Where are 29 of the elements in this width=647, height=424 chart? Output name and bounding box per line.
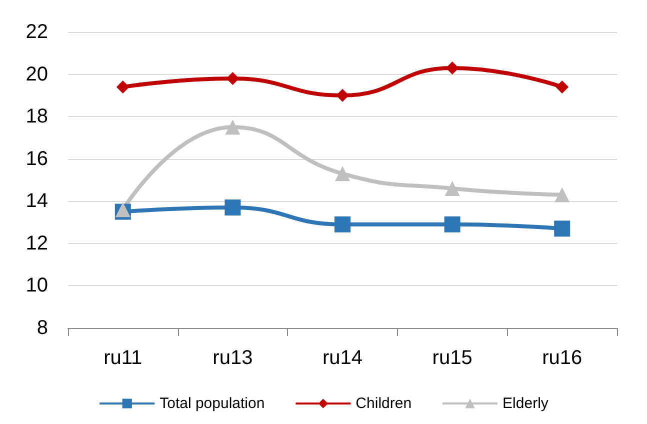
x-tick-label: ru13 — [212, 347, 253, 369]
y-tick-label: 22 — [26, 21, 48, 43]
y-tick-label: 16 — [26, 148, 48, 170]
x-tick-label: ru14 — [322, 347, 363, 369]
point — [444, 216, 460, 232]
x-tick-label: ru15 — [432, 347, 472, 369]
legend-label: Elderly — [502, 395, 549, 412]
point — [444, 180, 460, 196]
x-tick-label: ru16 — [542, 347, 582, 369]
legend-label: Children — [356, 395, 412, 412]
y-tick-label: 18 — [26, 106, 48, 128]
y-tick-label: 14 — [26, 190, 48, 212]
y-tick-label: 20 — [26, 63, 48, 86]
point — [554, 220, 570, 237]
point — [446, 61, 459, 74]
legend-label: Total population — [160, 395, 265, 412]
point — [336, 88, 349, 102]
point — [226, 72, 240, 86]
y-tick-label: 10 — [26, 274, 48, 297]
point — [556, 80, 569, 94]
point — [335, 166, 350, 182]
point — [116, 80, 130, 94]
y-tick-label: 12 — [26, 232, 48, 254]
point — [554, 187, 570, 202]
point — [224, 199, 241, 216]
x-tick-label: ru11 — [104, 347, 142, 369]
point — [225, 120, 240, 135]
y-tick-label: 8 — [36, 317, 48, 339]
point — [334, 216, 350, 232]
